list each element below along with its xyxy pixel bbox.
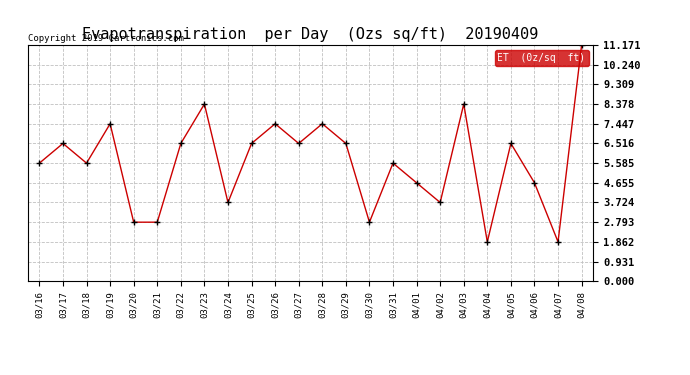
- Legend: ET  (0z/sq  ft): ET (0z/sq ft): [495, 50, 589, 66]
- Title: Evapotranspiration  per Day  (Ozs sq/ft)  20190409: Evapotranspiration per Day (Ozs sq/ft) 2…: [82, 27, 539, 42]
- Text: Copyright 2019 Cartronics.com: Copyright 2019 Cartronics.com: [28, 34, 184, 43]
